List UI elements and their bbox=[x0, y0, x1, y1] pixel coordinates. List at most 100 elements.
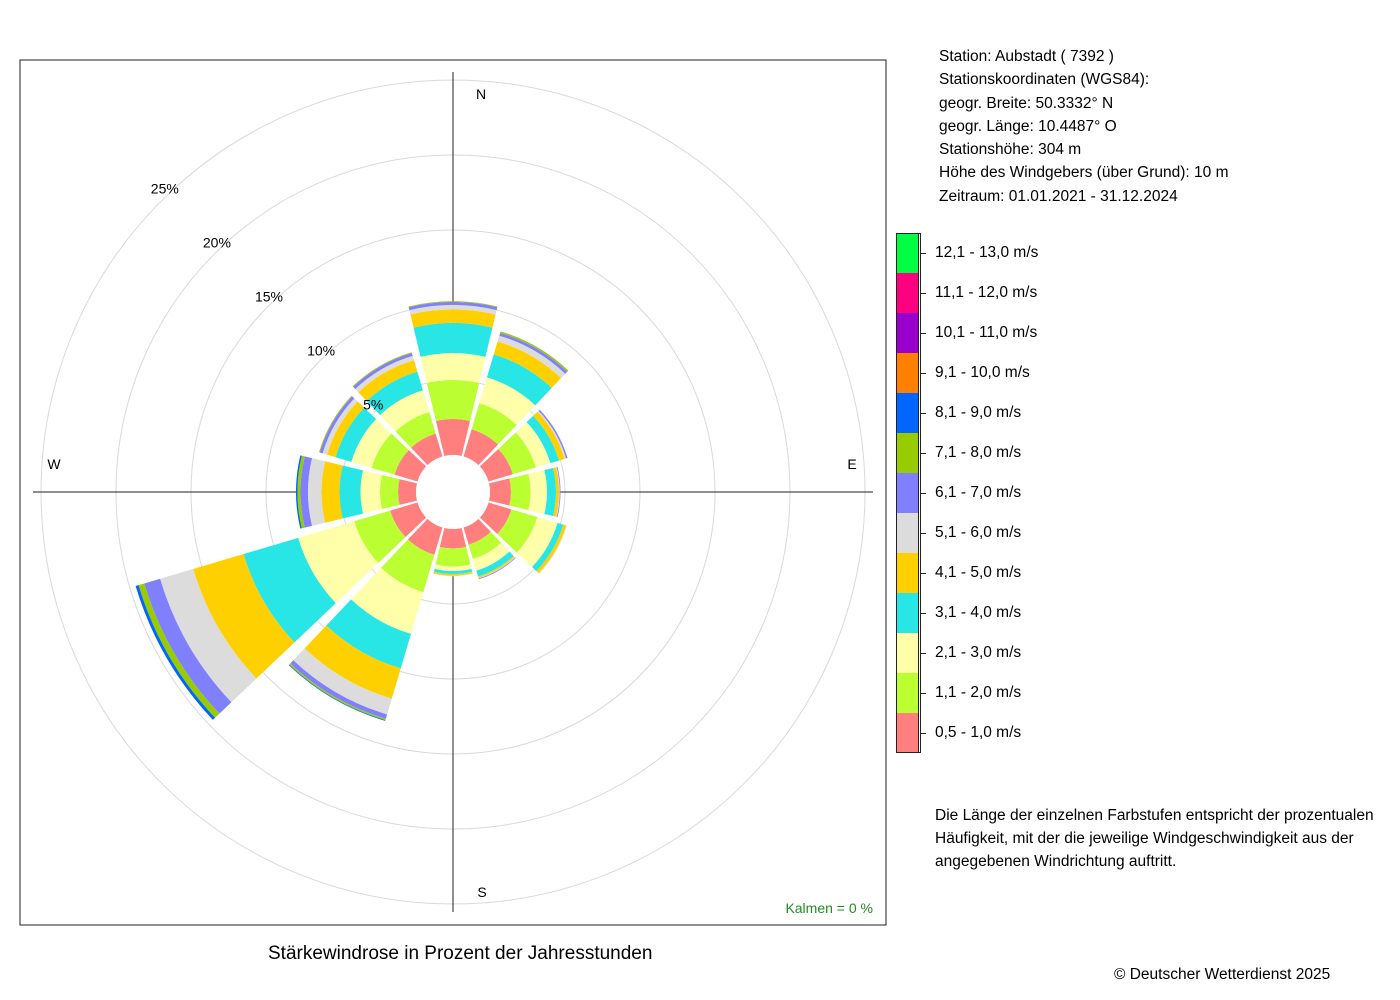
speed-segment bbox=[160, 568, 257, 703]
speed-segment bbox=[476, 551, 514, 577]
speed-segment bbox=[538, 409, 568, 459]
legend-item: 9,1 - 10,0 m/s bbox=[896, 353, 1096, 393]
speed-segment bbox=[243, 537, 336, 643]
speed-segment bbox=[326, 599, 411, 669]
legend-tick bbox=[920, 573, 926, 574]
speed-segment bbox=[326, 401, 365, 458]
legend-tick bbox=[920, 453, 926, 454]
legend-item: 12,1 - 13,0 m/s bbox=[896, 233, 1096, 273]
legend-label: 4,1 - 5,0 m/s bbox=[935, 564, 1022, 581]
legend-swatch bbox=[896, 513, 919, 553]
speed-segment bbox=[297, 455, 305, 529]
speed-segment bbox=[380, 390, 430, 432]
speed-segment bbox=[516, 516, 558, 568]
legend-item: 7,1 - 8,0 m/s bbox=[896, 433, 1096, 473]
speed-segment bbox=[308, 458, 326, 526]
speed-segment bbox=[435, 546, 471, 567]
legend-swatch bbox=[896, 673, 919, 713]
speed-segment bbox=[395, 411, 436, 448]
speed-segment bbox=[321, 461, 343, 523]
legend-label: 9,1 - 10,0 m/s bbox=[935, 364, 1030, 381]
legend-swatch bbox=[896, 433, 919, 473]
speed-segment bbox=[381, 539, 435, 593]
legend-tick bbox=[920, 613, 926, 614]
speed-segment bbox=[358, 360, 418, 401]
speed-segment bbox=[479, 377, 536, 425]
speed-segment bbox=[407, 518, 443, 555]
speed-segment bbox=[304, 625, 401, 699]
speed-segment bbox=[463, 429, 499, 466]
speed-segment bbox=[411, 433, 443, 466]
speed-segment bbox=[556, 466, 561, 518]
speed-segment bbox=[556, 467, 560, 517]
legend-tick bbox=[920, 653, 926, 654]
legend-label: 10,1 - 11,0 m/s bbox=[935, 324, 1038, 341]
legend-item: 6,1 - 7,0 m/s bbox=[896, 473, 1096, 513]
speed-segment bbox=[410, 309, 496, 328]
speed-segment bbox=[472, 542, 510, 571]
legend-item: 3,1 - 4,0 m/s bbox=[896, 593, 1096, 633]
speed-segment bbox=[553, 467, 560, 517]
speed-segment bbox=[497, 335, 566, 379]
sector-240 bbox=[135, 502, 427, 720]
speed-segment bbox=[360, 470, 383, 514]
speed-segment bbox=[463, 518, 491, 545]
speed-segment bbox=[397, 479, 418, 505]
speed-segment bbox=[409, 305, 497, 315]
time-period: Zeitraum: 01.01.2021 - 31.12.2024 bbox=[939, 187, 1178, 205]
sector-270 bbox=[296, 455, 418, 529]
speed-segment bbox=[339, 465, 364, 519]
speed-segment bbox=[426, 380, 480, 422]
speed-segment bbox=[408, 302, 498, 311]
legend-item: 5,1 - 6,0 m/s bbox=[896, 513, 1096, 553]
speed-segment bbox=[515, 422, 551, 468]
speed-segment bbox=[353, 352, 413, 389]
speed-segment bbox=[290, 660, 388, 719]
legend-label: 3,1 - 4,0 m/s bbox=[935, 604, 1022, 621]
speed-segment bbox=[300, 456, 313, 528]
chart-caption: Stärkewindrose in Prozent der Jahresstun… bbox=[268, 943, 653, 964]
speed-segment bbox=[533, 411, 565, 461]
sector-300 bbox=[319, 395, 427, 482]
ring-label: 10% bbox=[307, 342, 335, 358]
ring-labels: 5% 10% 15% 20% 25% bbox=[151, 181, 384, 413]
sector-150 bbox=[463, 518, 516, 580]
sector-90 bbox=[488, 466, 561, 518]
speed-segment bbox=[354, 510, 406, 563]
legend-label: 11,1 - 12,0 m/s bbox=[935, 284, 1038, 301]
speed-segment bbox=[498, 432, 536, 475]
description-line: Die Länge der einzelnen Farbstufen entsp… bbox=[935, 807, 1374, 824]
north-label: N bbox=[476, 86, 486, 102]
legend-label: 12,1 - 13,0 m/s bbox=[935, 244, 1039, 261]
description-line: angegebenen Windrichtung auftritt. bbox=[935, 853, 1177, 870]
description-line: Häufigkeit, mit der die jeweilige Windge… bbox=[935, 830, 1354, 847]
wind-rose-chart: 5% 10% 15% 20% 25% N E S W Kalmen = 0 % bbox=[19, 59, 887, 926]
sector-120 bbox=[479, 502, 567, 574]
speed-segment bbox=[413, 323, 493, 357]
sector-180 bbox=[433, 527, 473, 577]
speed-segment bbox=[486, 354, 552, 406]
speed-segment bbox=[479, 448, 513, 482]
station-altitude: Stationshöhe: 304 m bbox=[939, 141, 1082, 159]
sector-210 bbox=[288, 518, 443, 721]
legend-label: 2,1 - 3,0 m/s bbox=[935, 644, 1022, 661]
speed-segment bbox=[479, 502, 512, 534]
south-label: S bbox=[477, 884, 486, 900]
calm-label: Kalmen = 0 % bbox=[785, 900, 873, 916]
speed-segment bbox=[471, 403, 517, 445]
speed-segment bbox=[193, 554, 295, 679]
speed-segment bbox=[408, 301, 498, 308]
legend-tick bbox=[920, 293, 926, 294]
legend-label: 8,1 - 9,0 m/s bbox=[935, 404, 1022, 421]
legend-item: 8,1 - 9,0 m/s bbox=[896, 393, 1096, 433]
legend-swatch bbox=[896, 393, 919, 433]
legend-label: 5,1 - 6,0 m/s bbox=[935, 524, 1022, 541]
speed-segment bbox=[298, 521, 379, 604]
speed-segment bbox=[499, 332, 568, 374]
station-latitude: geogr. Breite: 50.3332° N bbox=[939, 94, 1114, 112]
speed-segment bbox=[536, 524, 567, 574]
speed-segment bbox=[319, 396, 355, 454]
legend-swatch bbox=[896, 353, 919, 393]
legend-tick bbox=[920, 253, 926, 254]
speed-segment bbox=[537, 410, 567, 459]
